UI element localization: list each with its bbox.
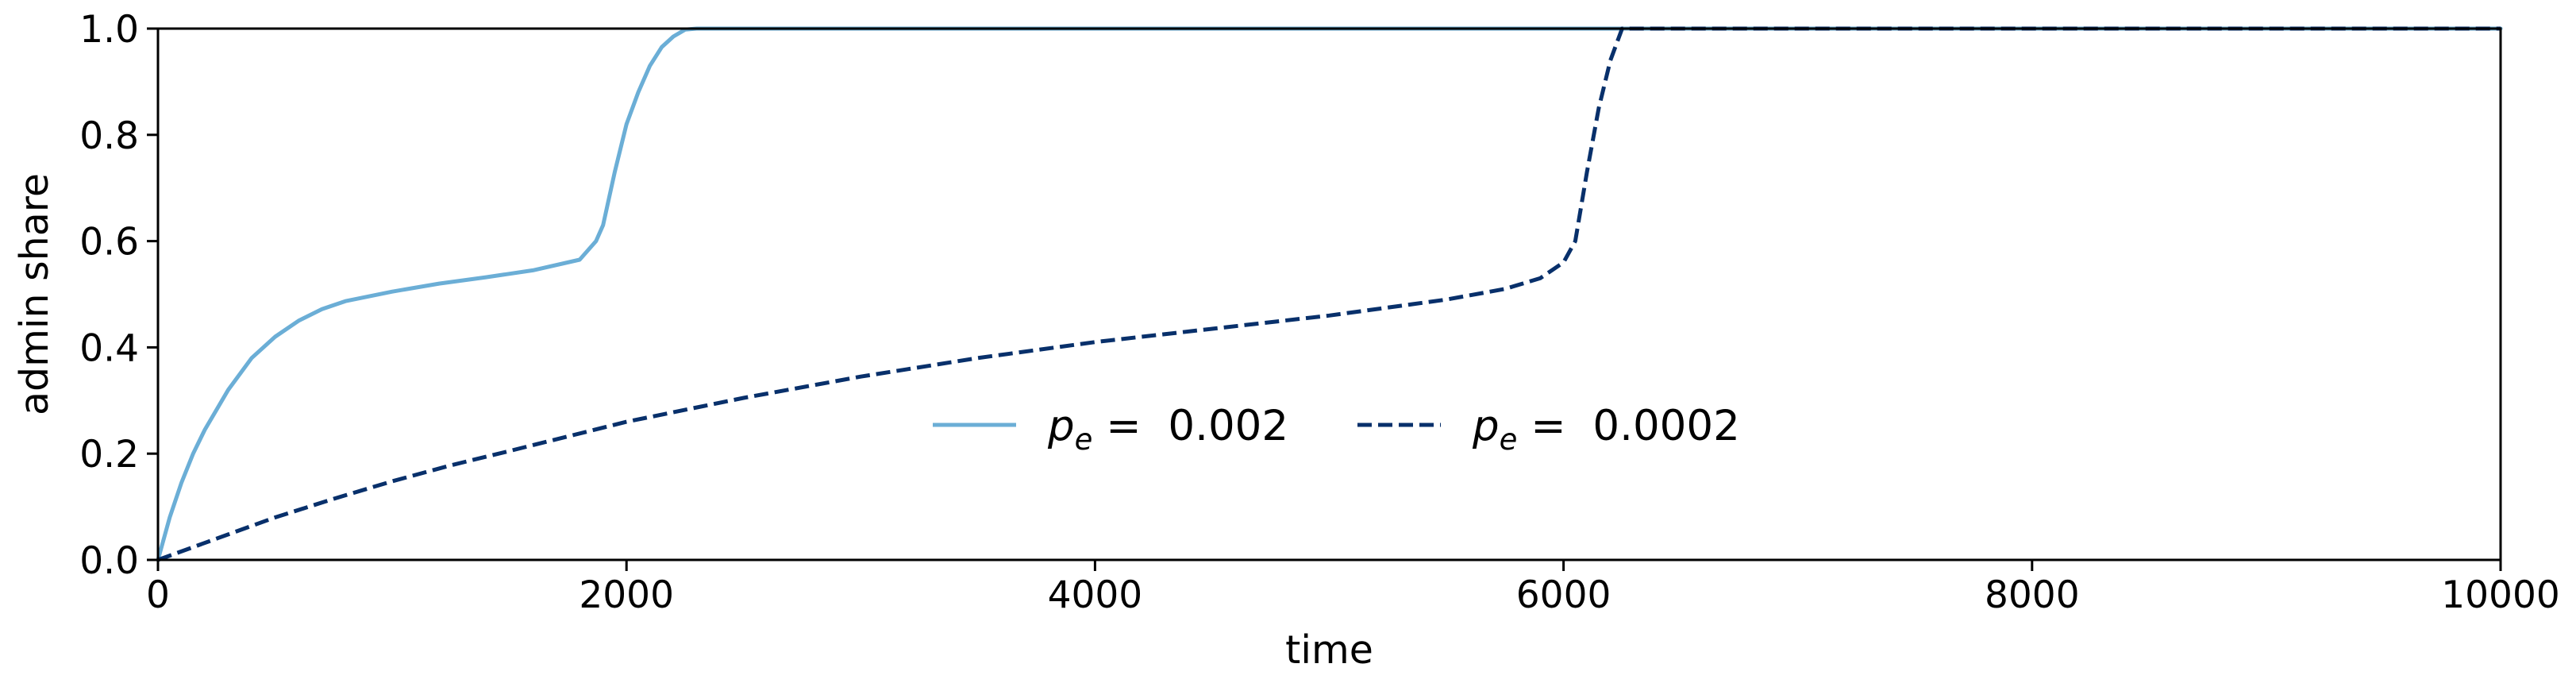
y-axis-label: admin share: [12, 173, 57, 415]
y-tick-label: 0.4: [79, 326, 139, 370]
legend: pe = 0.002 pe = 0.0002: [933, 402, 1740, 457]
x-tick-label: 8000: [1985, 573, 2080, 617]
x-axis-label: time: [1285, 627, 1373, 673]
x-tick-label: 4000: [1048, 573, 1143, 617]
x-axis-ticks: 0 2000 4000 6000 8000 10000: [146, 560, 2560, 617]
legend-symbol: p: [1047, 402, 1075, 450]
plot-frame: [156, 27, 2502, 561]
legend-subscript: e: [1075, 423, 1093, 457]
legend-subscript: e: [1500, 423, 1518, 457]
x-tick-label: 0: [146, 573, 170, 617]
y-tick-label: 0.8: [79, 114, 139, 158]
y-tick-label: 1.0: [79, 8, 139, 52]
legend-label-1: pe = 0.0002: [1472, 402, 1740, 457]
legend-value: = 0.0002: [1517, 402, 1739, 450]
legend-symbol: p: [1472, 402, 1500, 450]
y-tick-label: 0.6: [79, 221, 139, 264]
x-tick-label: 10000: [2441, 573, 2560, 617]
series-line-1: [157, 26, 2501, 562]
y-tick-label: 0.2: [79, 433, 139, 477]
x-tick-label: 6000: [1516, 573, 1611, 617]
legend-label-0: pe = 0.002: [1047, 402, 1288, 457]
y-axis-ticks: 0.0 0.2 0.4 0.6 0.8 1.0: [79, 8, 158, 583]
series-line-0: [156, 26, 2503, 562]
plot-lines: [156, 26, 2503, 562]
x-tick-label: 2000: [579, 573, 674, 617]
y-tick-label: 0.0: [79, 539, 139, 583]
legend-value: = 0.002: [1092, 402, 1288, 450]
